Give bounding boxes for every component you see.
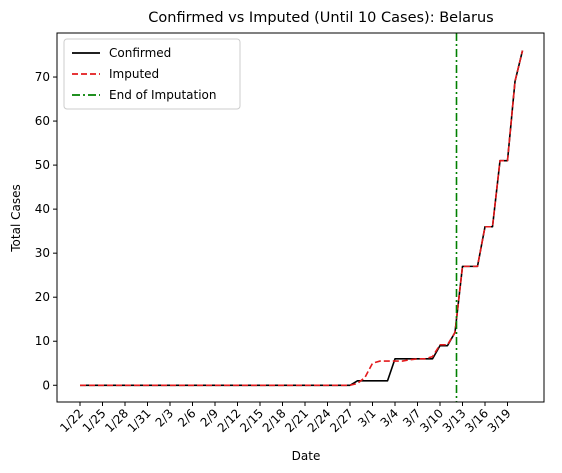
x-tick-label: 2/15 [237, 406, 266, 435]
x-tick-label: 1/25 [80, 406, 109, 435]
x-axis: 1/221/251/281/312/32/62/92/122/152/182/2… [57, 402, 514, 435]
series-line-imputed [80, 50, 524, 387]
x-tick-label: 2/27 [327, 406, 356, 435]
y-tick-label: 10 [35, 334, 50, 348]
y-tick-label: 0 [42, 378, 50, 392]
x-tick-label: 3/4 [378, 406, 402, 430]
x-axis-label: Date [292, 449, 321, 463]
x-tick-label: 2/3 [153, 406, 177, 430]
x-tick-label: 3/16 [462, 406, 491, 435]
x-tick-label: 2/6 [175, 406, 199, 430]
y-tick-label: 70 [35, 70, 50, 84]
legend: Confirmed Imputed End of Imputation [63, 38, 241, 110]
legend-label: Imputed [109, 67, 159, 81]
plot-frame [56, 32, 545, 403]
y-tick-label: 60 [35, 114, 50, 128]
x-tick-label: 1/22 [57, 406, 86, 435]
x-tick-label: 2/12 [215, 406, 244, 435]
x-tick-label: 1/31 [125, 406, 154, 435]
y-tick-label: 40 [35, 202, 50, 216]
x-tick-label: 3/19 [485, 406, 514, 435]
chart-title: Confirmed vs Imputed (Until 10 Cases): B… [148, 10, 493, 26]
y-axis-label: Total Cases [9, 184, 23, 252]
y-tick-label: 30 [35, 246, 50, 260]
x-tick-label: 3/10 [417, 406, 446, 435]
x-tick-label: 2/18 [260, 406, 289, 435]
x-tick-label: 1/28 [102, 406, 131, 435]
x-tick-label: 3/13 [440, 406, 469, 435]
legend-label: End of Imputation [109, 88, 217, 102]
y-tick-label: 50 [35, 158, 50, 172]
x-tick-label: 2/21 [282, 406, 311, 435]
x-tick-label: 2/24 [305, 406, 334, 435]
x-tick-label: 3/1 [355, 406, 379, 430]
legend-label: Confirmed [109, 46, 171, 60]
y-axis: 0 10 20 30 40 50 60 70 [35, 70, 57, 392]
legend-box [63, 38, 241, 110]
plot-area [80, 33, 524, 402]
y-tick-label: 20 [35, 290, 50, 304]
